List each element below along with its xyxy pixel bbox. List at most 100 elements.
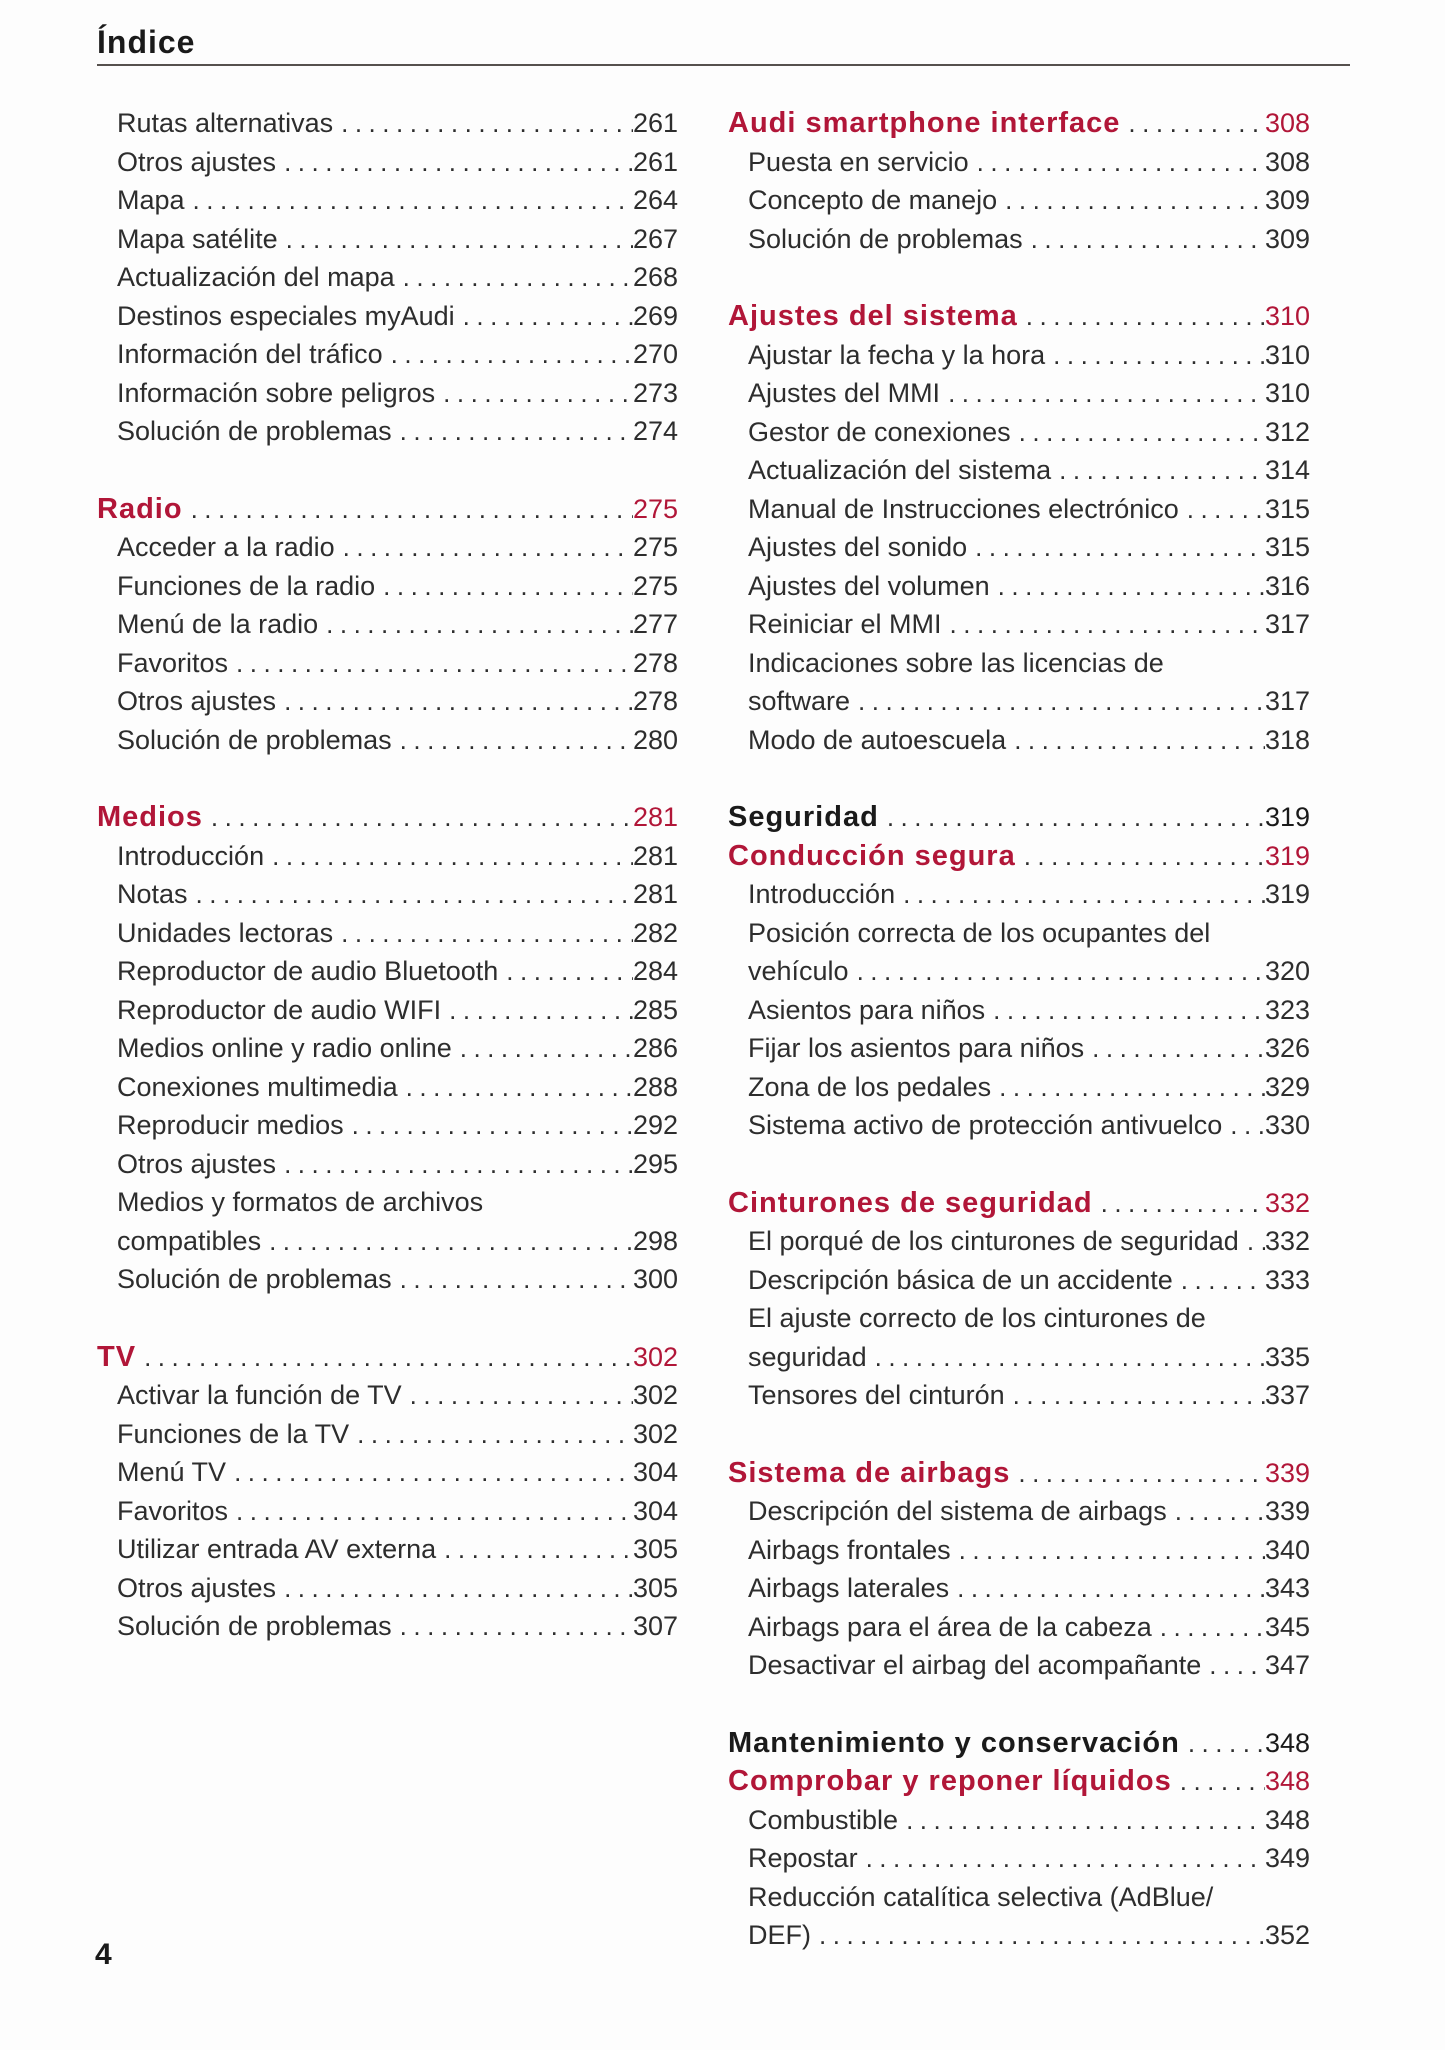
toc-page-number: 337: [1264, 1380, 1310, 1410]
dot-leader: ........................................…: [449, 994, 633, 1025]
toc-entry-label: compatibles: [117, 1225, 262, 1256]
toc-group: Ajustes del sistema.....................…: [728, 297, 1310, 759]
dot-leader: ........................................…: [269, 1225, 633, 1256]
toc-row: seguridad...............................…: [728, 1338, 1310, 1377]
toc-page-number: 305: [632, 1572, 678, 1603]
toc-section-heading: Sistema de airbags......................…: [728, 1454, 1310, 1493]
header-rule: [97, 64, 1350, 66]
toc-entry-label: Funciones de la TV: [117, 1418, 350, 1449]
toc-entry-label: Zona de los pedales: [748, 1071, 992, 1102]
toc-entry-label: Notas: [117, 879, 188, 909]
toc-page-number: 282: [632, 917, 678, 948]
toc-row: Mapa....................................…: [97, 181, 678, 220]
toc-row: Notas...................................…: [97, 875, 678, 914]
toc-entry-label: Solución de problemas: [117, 1264, 392, 1294]
toc-row: Solución de problemas...................…: [97, 721, 678, 760]
toc-row: Gestor de conexiones....................…: [728, 413, 1310, 452]
toc-page-number: 345: [1264, 1611, 1310, 1642]
dot-leader: ........................................…: [195, 879, 633, 909]
toc-page-number: 315: [1264, 532, 1310, 562]
dot-leader: ........................................…: [351, 1110, 633, 1140]
toc-row: Tensores del cinturón...................…: [728, 1376, 1310, 1415]
toc-page-number: 310: [1264, 378, 1310, 408]
dot-leader: ........................................…: [409, 1380, 633, 1410]
toc-page-number: 332: [1264, 1187, 1310, 1218]
dot-leader: ........................................…: [948, 378, 1265, 408]
toc-page-number: 317: [1264, 609, 1310, 639]
toc-page-number: 275: [632, 493, 678, 524]
toc-entry-label: Utilizar entrada AV externa: [117, 1534, 437, 1564]
toc-page-number: 339: [1264, 1496, 1310, 1526]
toc-section-heading: Comprobar y reponer líquidos............…: [728, 1762, 1310, 1801]
dot-leader: ........................................…: [272, 840, 633, 871]
toc-entry-label: Radio: [97, 492, 183, 525]
toc-row: Modo de autoescuela.....................…: [728, 721, 1310, 760]
toc-page-number: 317: [1264, 686, 1310, 716]
toc-entry-label: DEF): [748, 1920, 811, 1950]
toc-entry-label: Desactivar el airbag del acompañante: [748, 1650, 1202, 1680]
toc-group: Seguridad...............................…: [728, 798, 1310, 1145]
toc-page-number: 307: [632, 1611, 678, 1641]
toc-entry-label: Solución de problemas: [117, 724, 392, 755]
toc-page-number: 302: [632, 1380, 678, 1410]
toc-row: Solución de problemas...................…: [728, 220, 1310, 259]
toc-entry-label: Otros ajustes: [117, 1572, 277, 1603]
dot-leader: ........................................…: [874, 1341, 1265, 1372]
toc-page-number: 275: [632, 570, 678, 601]
toc-page-number: 275: [632, 532, 678, 562]
toc-page-number: 330: [1264, 1110, 1310, 1140]
toc-entry-label: Fijar los asientos para niños: [748, 1033, 1085, 1063]
dot-leader: ........................................…: [399, 724, 633, 755]
toc-entry-label: Funciones de la radio: [117, 570, 376, 601]
toc-entry-label: Airbags frontales: [748, 1534, 951, 1565]
toc-entry-label: Mantenimiento y conservación: [728, 1726, 1180, 1759]
toc-entry-label: Tensores del cinturón: [748, 1380, 1005, 1410]
toc-entry-label: Sistema activo de protección antivuelco: [748, 1110, 1223, 1140]
toc-page-number: 348: [1264, 1766, 1310, 1796]
toc-entry-label: Indicaciones sobre las licencias de: [748, 647, 1164, 678]
toc-column-left: Rutas alternativas......................…: [97, 104, 678, 1646]
toc-row: Menú TV.................................…: [97, 1453, 678, 1492]
toc-entry-label: Mapa satélite: [117, 223, 278, 254]
toc-entry-label: Solución de problemas: [117, 416, 392, 446]
toc-row: Ajustes del sonido......................…: [728, 528, 1310, 567]
toc-page-number: 281: [632, 840, 678, 871]
dot-leader: ........................................…: [993, 994, 1265, 1025]
toc-page-number: 281: [632, 879, 678, 909]
toc-entry-label: Reproducir medios: [117, 1110, 344, 1140]
toc-entry-label: Descripción del sistema de airbags: [748, 1496, 1167, 1526]
toc-row: vehículo................................…: [728, 952, 1310, 991]
toc-entry-label: Mapa: [117, 185, 185, 215]
toc-group: Cinturones de seguridad.................…: [728, 1184, 1310, 1415]
toc-entry-label: Acceder a la radio: [117, 532, 335, 562]
toc-row: Zona de los pedales.....................…: [728, 1068, 1310, 1107]
toc-row: Favoritos...............................…: [97, 644, 678, 683]
toc-page-number: 302: [632, 1341, 678, 1372]
toc-page-number: 348: [1264, 1727, 1310, 1758]
toc-page-number: 348: [1264, 1804, 1310, 1835]
dot-leader: ........................................…: [390, 339, 633, 369]
toc-row: Fijar los asientos para niños...........…: [728, 1029, 1310, 1068]
toc-entry-label: Ajustes del volumen: [748, 570, 990, 601]
toc-row: Solución de problemas...................…: [97, 412, 678, 451]
toc-row: El ajuste correcto de los cinturones de: [728, 1299, 1310, 1338]
toc-entry-label: Actualización del mapa: [117, 262, 395, 292]
toc-entry-label: Asientos para niños: [748, 994, 986, 1025]
toc-row: Actualización del sistema...............…: [728, 451, 1310, 490]
dot-leader: ........................................…: [284, 1148, 633, 1179]
toc-page-number: 329: [1264, 1071, 1310, 1102]
dot-leader: ........................................…: [1059, 455, 1265, 485]
toc-row: Otros ajustes...........................…: [97, 1145, 678, 1184]
dot-leader: ........................................…: [402, 262, 633, 292]
toc-section-heading: Conducción segura.......................…: [728, 837, 1310, 876]
toc-group: Radio...................................…: [97, 490, 678, 760]
toc-entry-label: Introducción: [117, 840, 265, 871]
toc-entry-label: software: [748, 686, 851, 716]
toc-page-number: 261: [632, 146, 678, 177]
toc-page-number: 318: [1264, 724, 1310, 755]
toc-entry-label: Introducción: [748, 879, 896, 909]
toc-entry-label: Airbags para el área de la cabeza: [748, 1611, 1152, 1642]
toc-row: Actualización del mapa..................…: [97, 258, 678, 297]
toc-entry-label: Cinturones de seguridad: [728, 1186, 1093, 1219]
dot-leader: ........................................…: [383, 570, 633, 601]
